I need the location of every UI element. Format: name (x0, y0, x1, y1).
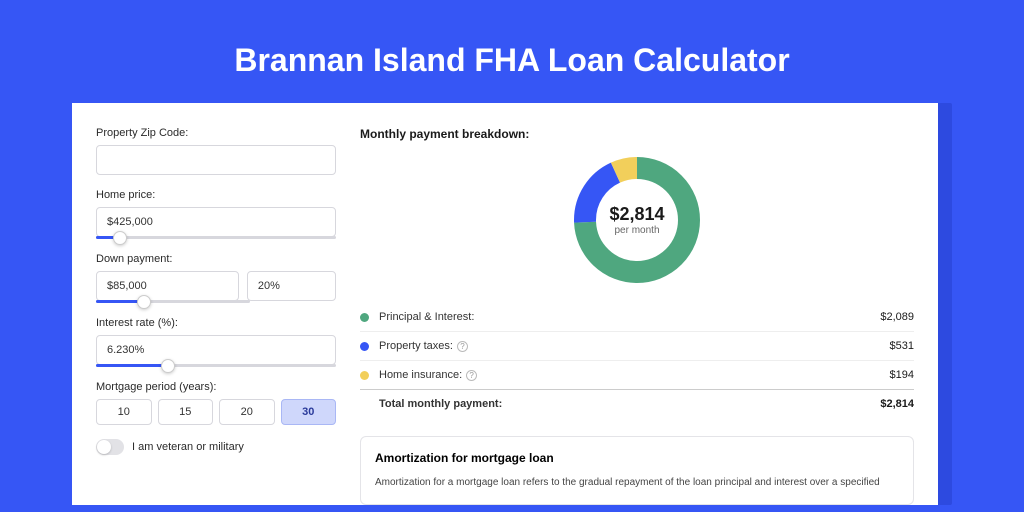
calculator-card: Property Zip Code: Home price: Down paym… (72, 103, 938, 505)
breakdown-column: Monthly payment breakdown: $2,814 per mo… (360, 127, 914, 505)
legend-value: $2,089 (880, 311, 914, 323)
legend-label: Property taxes:? (379, 340, 890, 352)
total-row: Total monthly payment: $2,814 (360, 389, 914, 418)
interest-rate-label: Interest rate (%): (96, 317, 336, 329)
card-shadow: Property Zip Code: Home price: Down paym… (72, 103, 952, 505)
donut-sub: per month (609, 225, 664, 236)
period-option-30[interactable]: 30 (281, 399, 337, 425)
home-price-field: Home price: (96, 189, 336, 239)
veteran-toggle-knob (97, 440, 111, 454)
period-option-15[interactable]: 15 (158, 399, 214, 425)
legend-value: $194 (890, 369, 914, 381)
donut-center: $2,814 per month (609, 204, 664, 236)
total-value: $2,814 (880, 398, 914, 410)
amortization-card: Amortization for mortgage loan Amortizat… (360, 436, 914, 505)
form-column: Property Zip Code: Home price: Down paym… (96, 127, 336, 505)
legend-value: $531 (890, 340, 914, 352)
donut-chart: $2,814 per month (572, 155, 702, 285)
interest-rate-slider[interactable] (96, 364, 336, 367)
amortization-text: Amortization for a mortgage loan refers … (375, 475, 899, 490)
legend-row: Home insurance:?$194 (360, 360, 914, 389)
period-option-10[interactable]: 10 (96, 399, 152, 425)
info-icon[interactable]: ? (457, 341, 468, 352)
down-payment-amount-input[interactable] (96, 271, 239, 301)
donut-amount: $2,814 (609, 204, 664, 225)
down-payment-label: Down payment: (96, 253, 336, 265)
legend-dot-icon (360, 371, 369, 380)
legend-dot-icon (360, 342, 369, 351)
zip-input[interactable] (96, 145, 336, 175)
interest-rate-slider-fill (96, 364, 168, 367)
breakdown-title: Monthly payment breakdown: (360, 127, 914, 141)
legend-label: Home insurance:? (379, 369, 890, 381)
veteran-row: I am veteran or military (96, 439, 336, 455)
amortization-title: Amortization for mortgage loan (375, 451, 899, 465)
page-title: Brannan Island FHA Loan Calculator (0, 0, 1024, 103)
period-field: Mortgage period (years): 10152030 (96, 381, 336, 425)
home-price-label: Home price: (96, 189, 336, 201)
down-payment-slider-thumb[interactable] (137, 295, 151, 309)
home-price-slider[interactable] (96, 236, 336, 239)
donut-chart-wrap: $2,814 per month (360, 155, 914, 285)
period-options: 10152030 (96, 399, 336, 425)
home-price-slider-thumb[interactable] (113, 231, 127, 245)
interest-rate-field: Interest rate (%): (96, 317, 336, 367)
legend-dot-icon (360, 313, 369, 322)
zip-field: Property Zip Code: (96, 127, 336, 175)
home-price-input[interactable] (96, 207, 336, 237)
info-icon[interactable]: ? (466, 370, 477, 381)
period-label: Mortgage period (years): (96, 381, 336, 393)
total-label: Total monthly payment: (379, 398, 880, 410)
zip-label: Property Zip Code: (96, 127, 336, 139)
legend-label: Principal & Interest: (379, 311, 880, 323)
veteran-label: I am veteran or military (132, 441, 244, 453)
legend-row: Principal & Interest:$2,089 (360, 303, 914, 331)
legend-row: Property taxes:?$531 (360, 331, 914, 360)
interest-rate-input[interactable] (96, 335, 336, 365)
interest-rate-slider-thumb[interactable] (161, 359, 175, 373)
down-payment-field: Down payment: (96, 253, 336, 303)
veteran-toggle[interactable] (96, 439, 124, 455)
legend: Principal & Interest:$2,089Property taxe… (360, 303, 914, 389)
period-option-20[interactable]: 20 (219, 399, 275, 425)
down-payment-pct-input[interactable] (247, 271, 336, 301)
down-payment-slider[interactable] (96, 300, 250, 303)
